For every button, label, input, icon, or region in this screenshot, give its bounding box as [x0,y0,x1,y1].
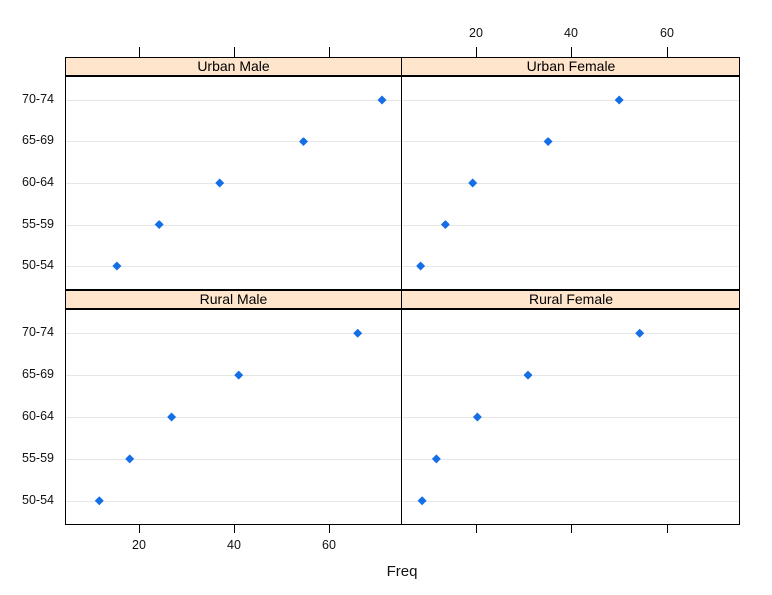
gridline [66,266,401,267]
x-tick-top [139,47,140,57]
data-point [523,370,533,380]
x-tick-bottom [234,525,235,533]
x-tick-label-top: 20 [469,26,483,40]
x-tick-top [476,47,477,57]
x-tick-bottom [571,525,572,533]
y-category-label: 65-69 [22,133,54,147]
panel-frame-row-0 [65,76,740,290]
data-point [431,454,441,464]
x-tick-label-bottom: 40 [227,538,241,552]
data-point [635,328,645,338]
strip-row-0 [65,57,740,76]
x-tick-label-bottom: 60 [322,538,336,552]
gridline [403,225,739,226]
gridline [403,183,739,184]
data-point [353,328,363,338]
x-tick-bottom [329,525,330,533]
x-axis-title: Freq [386,563,418,580]
x-tick-top [234,47,235,57]
data-point [417,496,427,506]
panel-frame-row-1 [65,309,740,525]
y-category-label: 70-74 [22,325,54,339]
data-point [472,412,482,422]
data-point [125,454,135,464]
x-tick-label-top: 60 [660,26,674,40]
gridline [66,183,401,184]
y-category-label: 55-59 [22,451,54,465]
gridline [66,501,401,502]
data-point [543,137,553,146]
data-point [215,178,225,188]
gridline [403,141,739,142]
data-point [299,137,308,146]
data-point [234,370,244,380]
x-tick-top [329,47,330,57]
y-category-label: 70-74 [22,92,54,106]
y-category-label: 60-64 [22,409,54,423]
data-point [167,412,177,422]
gridline [66,100,401,101]
data-point [154,220,164,229]
x-tick-bottom [667,525,668,533]
data-point [112,261,122,271]
x-tick-label-top: 40 [564,26,578,40]
gridline [403,333,739,334]
strip-title-rural-female: Rural Female [528,291,614,307]
data-point [377,95,387,105]
gridline [403,100,739,101]
y-category-label: 50-54 [22,493,54,507]
gridline [403,459,739,460]
gridline [66,459,401,460]
y-category-label: 50-54 [22,258,54,272]
x-tick-top [571,47,572,57]
strip-row-1 [65,290,740,309]
x-tick-top [667,47,668,57]
data-point [468,178,478,188]
strip-title-urban-female: Urban Female [526,58,616,74]
x-tick-label-bottom: 20 [132,538,146,552]
y-category-label: 55-59 [22,217,54,231]
gridline [66,333,401,334]
gridline [66,375,401,376]
gridline [403,266,739,267]
y-category-label: 60-64 [22,175,54,189]
panel-column-divider [401,57,402,525]
gridline [66,417,401,418]
gridline [403,501,739,502]
gridline [66,225,401,226]
x-tick-bottom [476,525,477,533]
x-tick-bottom [139,525,140,533]
data-point [416,261,426,271]
data-point [94,496,104,506]
y-category-label: 65-69 [22,367,54,381]
strip-title-rural-male: Rural Male [199,291,268,307]
data-point [440,220,450,229]
data-point [614,95,624,105]
gridline [403,375,739,376]
gridline [66,141,401,142]
gridline [403,417,739,418]
strip-title-urban-male: Urban Male [197,58,270,74]
